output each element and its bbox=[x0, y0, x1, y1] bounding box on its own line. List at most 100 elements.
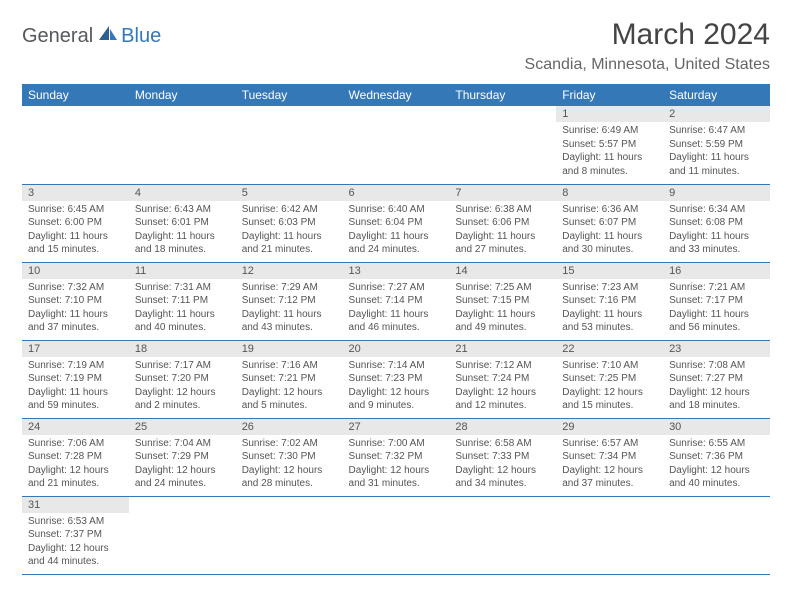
day-number: 24 bbox=[22, 419, 129, 435]
day-number: 31 bbox=[22, 497, 129, 513]
calendar-table: SundayMondayTuesdayWednesdayThursdayFrid… bbox=[22, 84, 770, 575]
day-number: 29 bbox=[556, 419, 663, 435]
day-number: 23 bbox=[663, 341, 770, 357]
calendar-day-cell: 7Sunrise: 6:38 AMSunset: 6:06 PMDaylight… bbox=[449, 184, 556, 262]
logo: General Blue bbox=[22, 24, 161, 49]
calendar-week-row: 17Sunrise: 7:19 AMSunset: 7:19 PMDayligh… bbox=[22, 340, 770, 418]
calendar-day-cell: 18Sunrise: 7:17 AMSunset: 7:20 PMDayligh… bbox=[129, 340, 236, 418]
day-number: 26 bbox=[236, 419, 343, 435]
day-details: Sunrise: 6:34 AMSunset: 6:08 PMDaylight:… bbox=[663, 201, 770, 261]
calendar-day-cell bbox=[236, 496, 343, 574]
calendar-day-cell: 20Sunrise: 7:14 AMSunset: 7:23 PMDayligh… bbox=[343, 340, 450, 418]
day-number: 6 bbox=[343, 185, 450, 201]
calendar-day-cell: 27Sunrise: 7:00 AMSunset: 7:32 PMDayligh… bbox=[343, 418, 450, 496]
day-number: 19 bbox=[236, 341, 343, 357]
calendar-day-cell bbox=[343, 496, 450, 574]
weekday-header: Thursday bbox=[449, 84, 556, 106]
day-details: Sunrise: 6:43 AMSunset: 6:01 PMDaylight:… bbox=[129, 201, 236, 261]
day-number: 1 bbox=[556, 106, 663, 122]
day-details: Sunrise: 7:02 AMSunset: 7:30 PMDaylight:… bbox=[236, 435, 343, 495]
day-number: 18 bbox=[129, 341, 236, 357]
calendar-day-cell bbox=[663, 496, 770, 574]
calendar-day-cell: 30Sunrise: 6:55 AMSunset: 7:36 PMDayligh… bbox=[663, 418, 770, 496]
calendar-day-cell: 8Sunrise: 6:36 AMSunset: 6:07 PMDaylight… bbox=[556, 184, 663, 262]
calendar-day-cell: 2Sunrise: 6:47 AMSunset: 5:59 PMDaylight… bbox=[663, 106, 770, 184]
calendar-day-cell bbox=[449, 496, 556, 574]
day-details: Sunrise: 6:58 AMSunset: 7:33 PMDaylight:… bbox=[449, 435, 556, 495]
calendar-day-cell: 14Sunrise: 7:25 AMSunset: 7:15 PMDayligh… bbox=[449, 262, 556, 340]
calendar-week-row: 31Sunrise: 6:53 AMSunset: 7:37 PMDayligh… bbox=[22, 496, 770, 574]
day-number: 11 bbox=[129, 263, 236, 279]
day-details: Sunrise: 7:31 AMSunset: 7:11 PMDaylight:… bbox=[129, 279, 236, 339]
day-details: Sunrise: 7:16 AMSunset: 7:21 PMDaylight:… bbox=[236, 357, 343, 417]
month-title: March 2024 bbox=[525, 18, 770, 52]
calendar-week-row: 24Sunrise: 7:06 AMSunset: 7:28 PMDayligh… bbox=[22, 418, 770, 496]
calendar-day-cell: 19Sunrise: 7:16 AMSunset: 7:21 PMDayligh… bbox=[236, 340, 343, 418]
calendar-day-cell: 12Sunrise: 7:29 AMSunset: 7:12 PMDayligh… bbox=[236, 262, 343, 340]
day-details: Sunrise: 6:38 AMSunset: 6:06 PMDaylight:… bbox=[449, 201, 556, 261]
day-details: Sunrise: 7:27 AMSunset: 7:14 PMDaylight:… bbox=[343, 279, 450, 339]
header: General Blue March 2024 Scandia, Minneso… bbox=[22, 18, 770, 80]
calendar-day-cell: 23Sunrise: 7:08 AMSunset: 7:27 PMDayligh… bbox=[663, 340, 770, 418]
day-details: Sunrise: 7:08 AMSunset: 7:27 PMDaylight:… bbox=[663, 357, 770, 417]
sail-icon bbox=[97, 24, 119, 47]
calendar-day-cell bbox=[236, 106, 343, 184]
calendar-body: 1Sunrise: 6:49 AMSunset: 5:57 PMDaylight… bbox=[22, 106, 770, 574]
day-number: 4 bbox=[129, 185, 236, 201]
day-details: Sunrise: 6:40 AMSunset: 6:04 PMDaylight:… bbox=[343, 201, 450, 261]
calendar-day-cell: 22Sunrise: 7:10 AMSunset: 7:25 PMDayligh… bbox=[556, 340, 663, 418]
weekday-header: Sunday bbox=[22, 84, 129, 106]
weekday-header: Saturday bbox=[663, 84, 770, 106]
weekday-header: Friday bbox=[556, 84, 663, 106]
day-number: 28 bbox=[449, 419, 556, 435]
day-number: 5 bbox=[236, 185, 343, 201]
day-details: Sunrise: 6:36 AMSunset: 6:07 PMDaylight:… bbox=[556, 201, 663, 261]
calendar-day-cell bbox=[129, 496, 236, 574]
day-details: Sunrise: 6:55 AMSunset: 7:36 PMDaylight:… bbox=[663, 435, 770, 495]
calendar-day-cell bbox=[129, 106, 236, 184]
day-number: 13 bbox=[343, 263, 450, 279]
weekday-header: Tuesday bbox=[236, 84, 343, 106]
day-number: 20 bbox=[343, 341, 450, 357]
day-number: 27 bbox=[343, 419, 450, 435]
weekday-header: Monday bbox=[129, 84, 236, 106]
day-details: Sunrise: 6:57 AMSunset: 7:34 PMDaylight:… bbox=[556, 435, 663, 495]
calendar-day-cell: 26Sunrise: 7:02 AMSunset: 7:30 PMDayligh… bbox=[236, 418, 343, 496]
weekday-header-row: SundayMondayTuesdayWednesdayThursdayFrid… bbox=[22, 84, 770, 106]
calendar-day-cell: 4Sunrise: 6:43 AMSunset: 6:01 PMDaylight… bbox=[129, 184, 236, 262]
calendar-week-row: 1Sunrise: 6:49 AMSunset: 5:57 PMDaylight… bbox=[22, 106, 770, 184]
calendar-day-cell: 16Sunrise: 7:21 AMSunset: 7:17 PMDayligh… bbox=[663, 262, 770, 340]
day-number: 8 bbox=[556, 185, 663, 201]
calendar-day-cell: 13Sunrise: 7:27 AMSunset: 7:14 PMDayligh… bbox=[343, 262, 450, 340]
day-number: 3 bbox=[22, 185, 129, 201]
day-number: 15 bbox=[556, 263, 663, 279]
logo-text-general: General bbox=[22, 25, 93, 48]
calendar-day-cell: 24Sunrise: 7:06 AMSunset: 7:28 PMDayligh… bbox=[22, 418, 129, 496]
location: Scandia, Minnesota, United States bbox=[525, 56, 770, 74]
calendar-day-cell: 6Sunrise: 6:40 AMSunset: 6:04 PMDaylight… bbox=[343, 184, 450, 262]
calendar-day-cell: 11Sunrise: 7:31 AMSunset: 7:11 PMDayligh… bbox=[129, 262, 236, 340]
calendar-week-row: 10Sunrise: 7:32 AMSunset: 7:10 PMDayligh… bbox=[22, 262, 770, 340]
day-details: Sunrise: 7:00 AMSunset: 7:32 PMDaylight:… bbox=[343, 435, 450, 495]
calendar-day-cell: 29Sunrise: 6:57 AMSunset: 7:34 PMDayligh… bbox=[556, 418, 663, 496]
day-details: Sunrise: 6:49 AMSunset: 5:57 PMDaylight:… bbox=[556, 122, 663, 182]
day-details: Sunrise: 7:25 AMSunset: 7:15 PMDaylight:… bbox=[449, 279, 556, 339]
day-number: 12 bbox=[236, 263, 343, 279]
day-number: 9 bbox=[663, 185, 770, 201]
day-details: Sunrise: 7:04 AMSunset: 7:29 PMDaylight:… bbox=[129, 435, 236, 495]
calendar-day-cell bbox=[556, 496, 663, 574]
title-block: March 2024 Scandia, Minnesota, United St… bbox=[525, 18, 770, 80]
day-details: Sunrise: 7:17 AMSunset: 7:20 PMDaylight:… bbox=[129, 357, 236, 417]
calendar-day-cell bbox=[449, 106, 556, 184]
day-number: 21 bbox=[449, 341, 556, 357]
day-details: Sunrise: 7:23 AMSunset: 7:16 PMDaylight:… bbox=[556, 279, 663, 339]
day-details: Sunrise: 6:42 AMSunset: 6:03 PMDaylight:… bbox=[236, 201, 343, 261]
calendar-day-cell: 28Sunrise: 6:58 AMSunset: 7:33 PMDayligh… bbox=[449, 418, 556, 496]
calendar-day-cell: 5Sunrise: 6:42 AMSunset: 6:03 PMDaylight… bbox=[236, 184, 343, 262]
calendar-day-cell: 21Sunrise: 7:12 AMSunset: 7:24 PMDayligh… bbox=[449, 340, 556, 418]
calendar-day-cell: 10Sunrise: 7:32 AMSunset: 7:10 PMDayligh… bbox=[22, 262, 129, 340]
day-number: 25 bbox=[129, 419, 236, 435]
day-number: 22 bbox=[556, 341, 663, 357]
day-details: Sunrise: 7:19 AMSunset: 7:19 PMDaylight:… bbox=[22, 357, 129, 417]
day-details: Sunrise: 6:45 AMSunset: 6:00 PMDaylight:… bbox=[22, 201, 129, 261]
